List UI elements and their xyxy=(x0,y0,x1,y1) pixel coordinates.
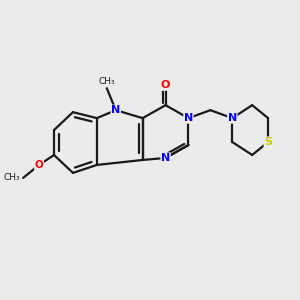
Text: S: S xyxy=(264,137,272,147)
Text: N: N xyxy=(184,113,193,123)
Text: CH₃: CH₃ xyxy=(98,77,115,86)
Text: CH₃: CH₃ xyxy=(4,173,20,182)
Text: N: N xyxy=(228,113,237,123)
Text: N: N xyxy=(111,105,120,115)
Text: O: O xyxy=(35,160,44,170)
Text: N: N xyxy=(161,153,170,163)
Text: O: O xyxy=(161,80,170,90)
